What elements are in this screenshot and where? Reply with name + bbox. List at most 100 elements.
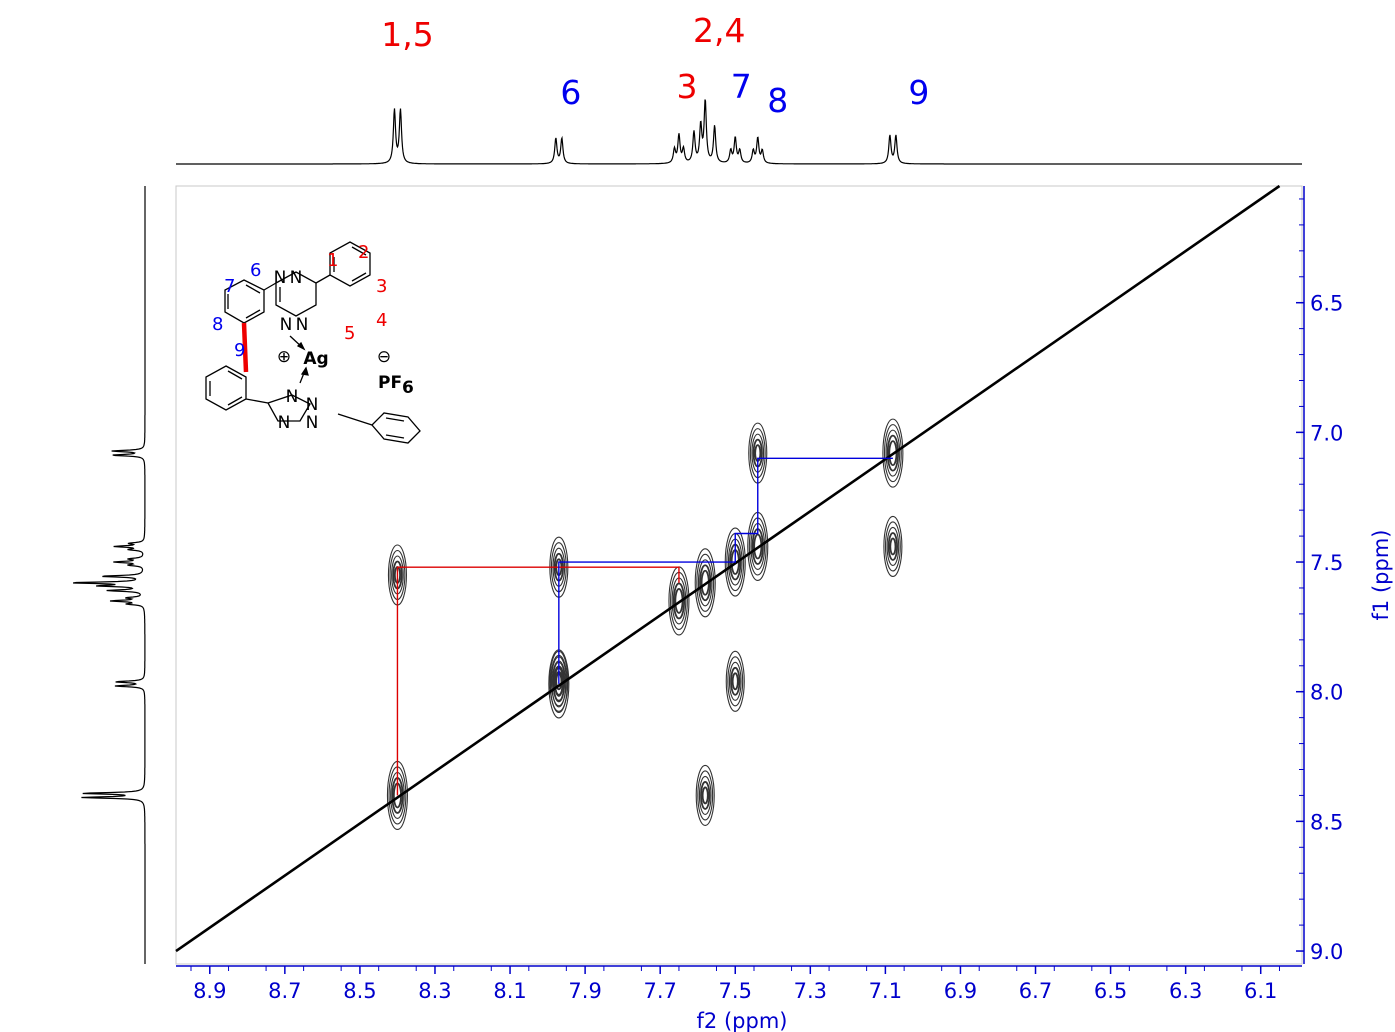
molecular-structure: [205, 241, 421, 444]
contour-ring: [883, 515, 903, 578]
phenyl-ring-right: [329, 241, 371, 287]
arrow-head: [300, 366, 309, 376]
position-label-7: 7: [224, 276, 235, 297]
diagonal-peak: [694, 548, 716, 618]
contour-ring: [887, 532, 898, 561]
contour-ring: [700, 781, 711, 810]
x-axis-title: f2 (ppm): [697, 1009, 788, 1032]
position-label-5: 5: [344, 323, 355, 344]
x-tick-label: 8.1: [493, 979, 526, 1003]
contour-ring: [886, 526, 900, 567]
y-tick-label: 9.0: [1310, 940, 1343, 964]
top-1d-projection: [176, 99, 1302, 165]
contour-ring: [695, 764, 715, 826]
contour-ring: [885, 429, 901, 477]
peak-label-7: 9: [908, 73, 929, 112]
contour-ring: [886, 434, 899, 472]
ring-double-bond: [385, 434, 405, 439]
x-tick-label: 8.5: [343, 979, 376, 1003]
position-label-9: 9: [234, 340, 245, 361]
cross-peak: [725, 650, 745, 712]
contour-ring: [731, 672, 739, 691]
cross-peak: [695, 764, 715, 826]
contour-ring: [889, 537, 897, 556]
nitrogen-atom: N: [278, 413, 291, 433]
peak-label-2: 6: [560, 73, 581, 112]
contour-ring: [699, 564, 712, 602]
triazine-ring: [275, 271, 317, 317]
nitrogen-atom: N: [290, 268, 303, 288]
position-label-8: 8: [212, 314, 223, 335]
y-tick-label: 7.0: [1310, 421, 1343, 445]
y-axis-title: f1 (ppm): [1369, 530, 1393, 621]
contour-ring: [882, 418, 904, 488]
ring-double-bond: [227, 396, 243, 406]
ring-double-bond: [385, 417, 405, 422]
contour-ring: [883, 424, 902, 483]
peak-labels: 1,5 6 3 2,4 7 8 9: [381, 11, 929, 120]
ring-double-bond: [351, 272, 367, 282]
contour-ring: [694, 548, 716, 618]
x-tick-label: 6.9: [944, 979, 977, 1003]
x-tick-label: 7.3: [794, 979, 827, 1003]
nitrogen-atom: N: [274, 268, 287, 288]
biaryl-bond-red: [241, 322, 249, 373]
peak-label-3: 3: [676, 67, 697, 106]
position-label-3: 3: [376, 276, 387, 297]
y-tick-label: 8.5: [1310, 810, 1343, 834]
position-label-1: 1: [327, 250, 338, 271]
positive-charge: ⊕: [277, 347, 291, 367]
contour-ring: [696, 553, 715, 612]
nitrogen-atom: N: [280, 315, 293, 335]
contour-ring: [697, 770, 714, 821]
peak-label-1: 1,5: [381, 15, 433, 54]
x-tick-label: 7.1: [869, 979, 902, 1003]
red-correlation-path: [396, 566, 680, 796]
contour-ring: [701, 786, 709, 805]
contour-ring: [698, 775, 712, 815]
silver-atom: Ag: [303, 349, 328, 369]
diagonal-line: [175, 184, 1281, 953]
blue-correlation-path: [558, 457, 893, 684]
position-label-4: 4: [376, 310, 387, 331]
contour-ring: [888, 440, 898, 467]
left-1d-projection: [73, 186, 146, 964]
contour-ring: [672, 582, 686, 620]
nitrogen-atom: N: [306, 395, 319, 415]
peak-label-5: 7: [731, 67, 752, 106]
plot-frame: [175, 185, 1303, 965]
tetrazole-ring: [267, 394, 311, 422]
ring-double-bond: [227, 370, 243, 380]
contour-ring: [725, 650, 745, 712]
contour-ring: [884, 521, 901, 572]
negative-charge: ⊖: [377, 347, 391, 367]
contour-ring: [697, 559, 713, 607]
ring-double-bond: [351, 246, 367, 256]
bond: [263, 282, 277, 291]
peak-label-6: 8: [767, 81, 788, 120]
x-tick-label: 6.5: [1094, 979, 1127, 1003]
x-axis: 8.9 8.7 8.5 8.3 8.1 7.9 7.7 7.5 7.3 7.1 6.9 6.7 6.5 6…: [176, 965, 1302, 1003]
contour-ring: [728, 661, 742, 701]
contour-ring: [730, 666, 741, 696]
phenyl-ring-lower: [205, 365, 247, 411]
peak-label-4: 2,4: [693, 11, 745, 50]
x-tick-label: 8.3: [418, 979, 451, 1003]
position-label-2: 2: [358, 242, 369, 263]
y-tick-label: 7.5: [1310, 551, 1343, 575]
bond: [315, 274, 331, 284]
y-tick-label: 6.5: [1310, 292, 1343, 316]
pf6-subscript: 6: [402, 378, 414, 398]
x-tick-label: 7.7: [643, 979, 676, 1003]
x-tick-label: 6.3: [1169, 979, 1202, 1003]
x-tick-label: 6.7: [1019, 979, 1052, 1003]
x-tick-label: 8.7: [268, 979, 301, 1003]
arrow-head: [296, 341, 306, 351]
x-tick-label: 6.1: [1244, 979, 1277, 1003]
nitrogen-atom: N: [296, 315, 309, 335]
y-tick-label: 8.0: [1310, 681, 1343, 705]
phenyl-ring-terminal: [371, 412, 421, 444]
bond: [245, 398, 269, 404]
